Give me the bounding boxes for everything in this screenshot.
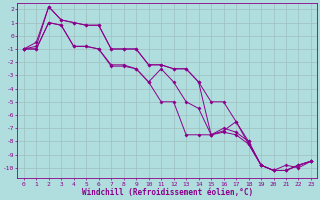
X-axis label: Windchill (Refroidissement éolien,°C): Windchill (Refroidissement éolien,°C): [82, 188, 253, 197]
